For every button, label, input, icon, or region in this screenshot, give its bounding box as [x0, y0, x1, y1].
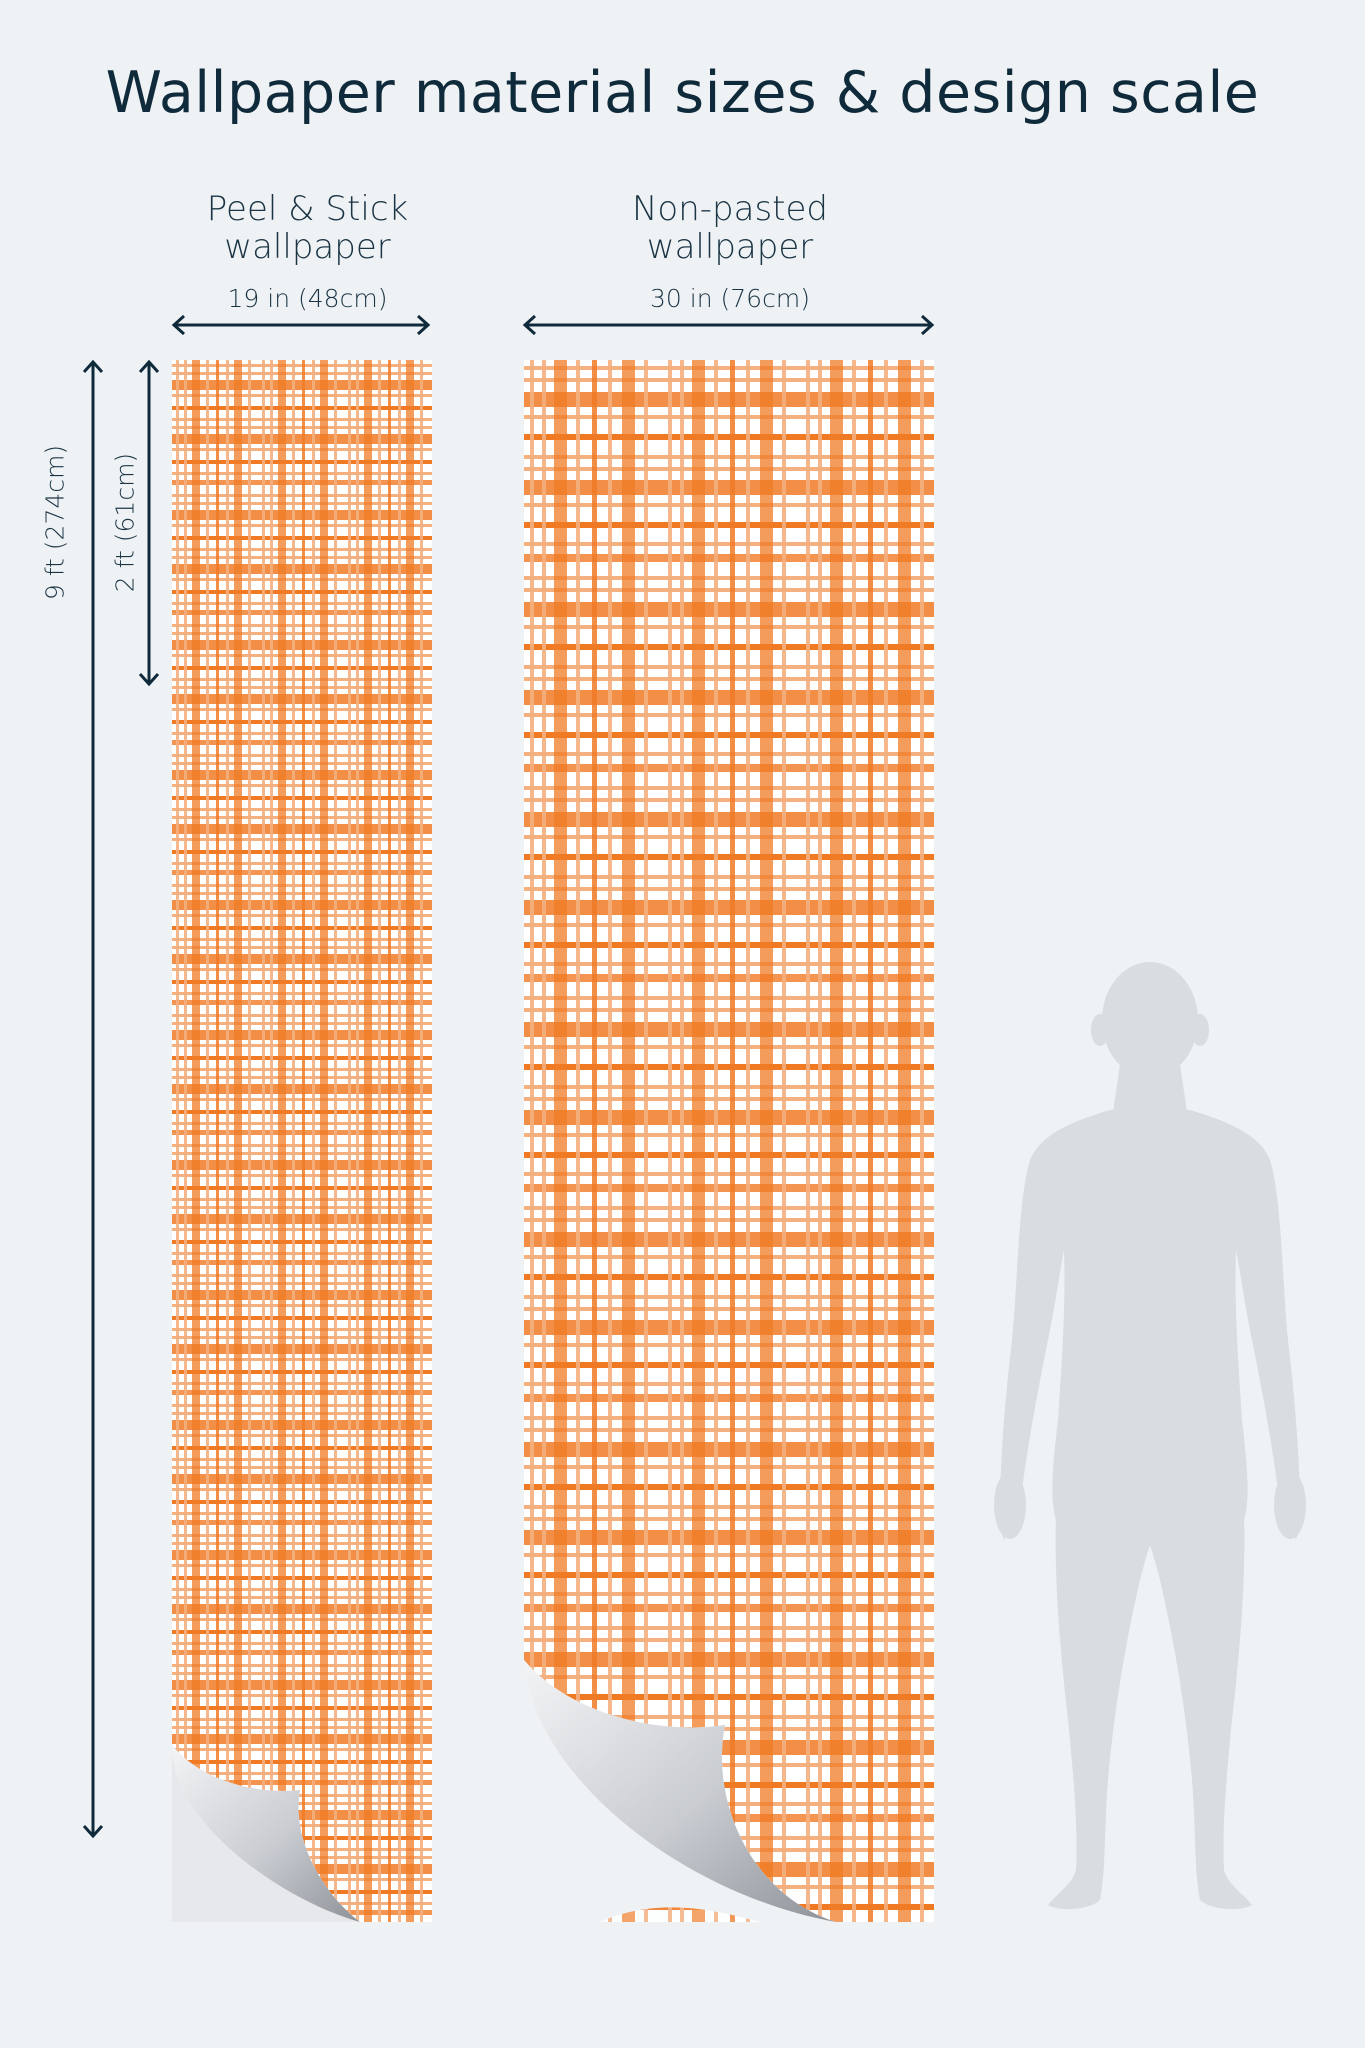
non-pasted-width-arrow — [522, 314, 935, 336]
peel-stick-label-line2: wallpaper — [224, 227, 391, 267]
non-pasted-label: Non-pasted wallpaper — [580, 190, 880, 266]
non-pasted-label-line2: wallpaper — [646, 227, 814, 267]
human-silhouette-icon — [994, 962, 1306, 1910]
non-pasted-width-label: 30 in (76cm) — [650, 284, 810, 313]
repeat-height-arrow — [138, 359, 160, 687]
peel-stick-width-label: 19 in (48cm) — [227, 284, 388, 313]
non-pasted-panel — [524, 360, 934, 1922]
peel-stick-panel — [172, 360, 432, 1922]
peel-stick-label-line1: Peel & Stick — [206, 189, 409, 229]
peel-stick-curl-icon — [172, 1745, 360, 1922]
page-title: Wallpaper material sizes & design scale — [105, 60, 1260, 126]
non-pasted-curl-icon — [524, 1660, 836, 1922]
non-pasted-label-line1: Non-pasted — [631, 189, 828, 229]
peel-stick-label: Peel & Stick wallpaper — [170, 190, 445, 266]
total-height-arrow — [82, 359, 104, 1839]
peel-stick-width-arrow — [171, 314, 431, 336]
